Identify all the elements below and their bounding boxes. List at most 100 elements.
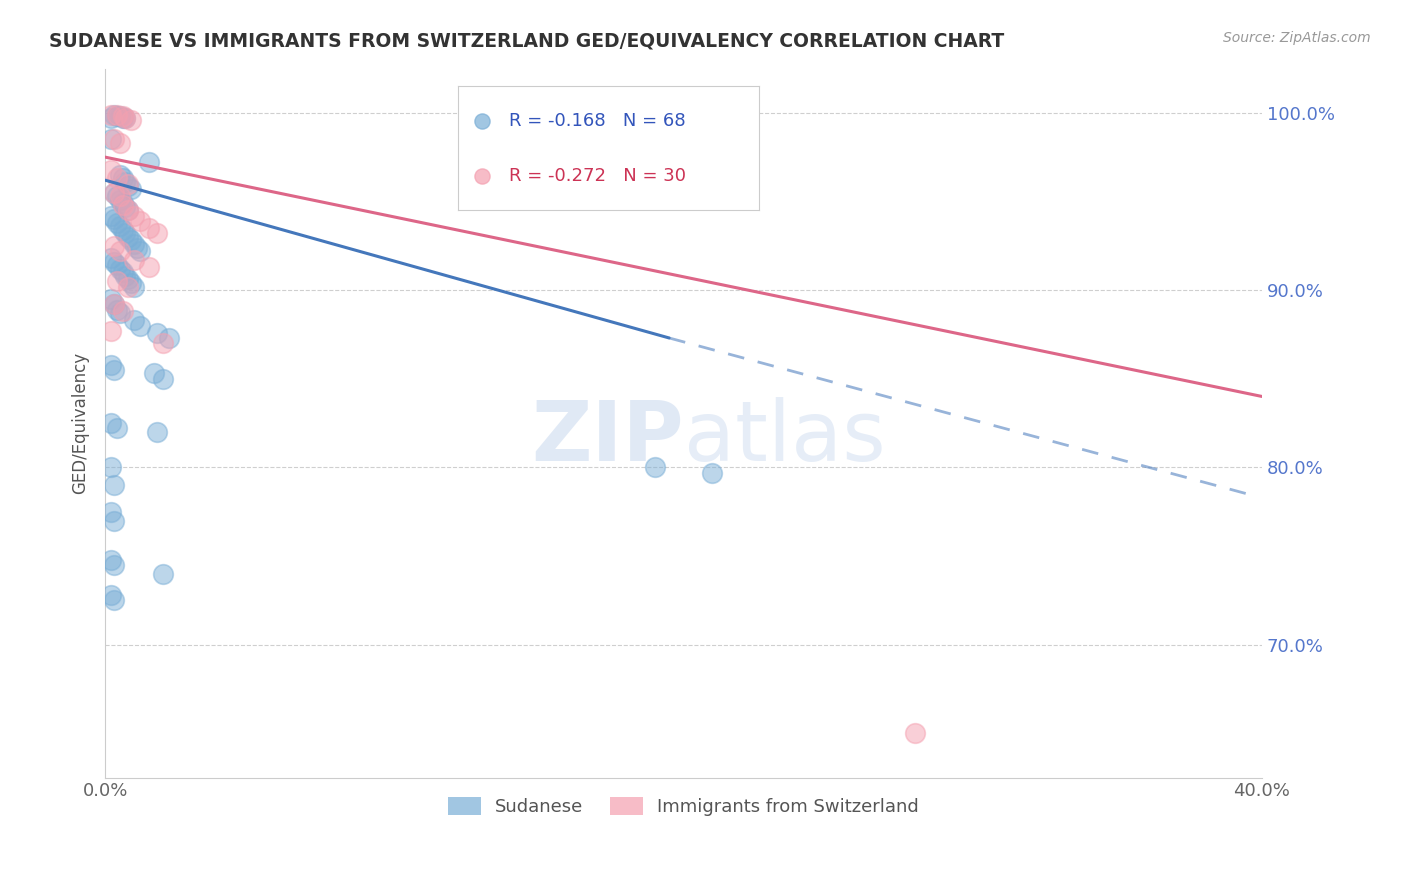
Point (103, 186, 125, 200)
Point (111, 111, 134, 125)
Point (114, 175, 136, 189)
Point (111, 223, 134, 237)
Point (103, 254, 125, 268)
Point (122, 313, 145, 327)
Point (103, 239, 125, 253)
Point (100, 292, 122, 306)
Point (114, 111, 136, 125)
Point (103, 297, 125, 311)
Point (100, 588, 122, 602)
Point (105, 189, 128, 203)
Point (105, 274, 128, 288)
Point (157, 331, 180, 345)
Point (904, 726, 927, 740)
Point (146, 326, 169, 340)
Point (120, 182, 142, 196)
Point (111, 304, 134, 318)
Point (100, 111, 122, 125)
Text: SUDANESE VS IMMIGRANTS FROM SWITZERLAND GED/EQUIVALENCY CORRELATION CHART: SUDANESE VS IMMIGRANTS FROM SWITZERLAND … (49, 31, 1004, 50)
Y-axis label: GED/Equivalency: GED/Equivalency (72, 352, 89, 494)
Text: ZIP: ZIP (531, 397, 683, 478)
Point (117, 279, 139, 293)
Point (103, 212, 125, 227)
Text: Source: ZipAtlas.com: Source: ZipAtlas.com (1223, 31, 1371, 45)
Point (100, 107, 122, 121)
Point (100, 416, 122, 430)
Point (129, 214, 152, 228)
Point (122, 279, 145, 293)
Point (120, 234, 142, 248)
Point (152, 566, 174, 581)
Point (111, 109, 134, 123)
Point (129, 318, 152, 333)
Point (103, 107, 125, 121)
Point (117, 178, 139, 193)
Point (138, 260, 160, 274)
Point (100, 460, 122, 475)
Point (105, 258, 128, 272)
Point (702, 466, 724, 480)
Point (125, 241, 148, 255)
Point (105, 107, 128, 121)
Point (129, 244, 152, 258)
Point (117, 203, 139, 218)
Point (103, 297, 125, 311)
Point (100, 358, 122, 372)
Point (146, 227, 169, 241)
Point (122, 209, 145, 223)
Point (103, 363, 125, 377)
Point (108, 261, 131, 276)
Point (122, 252, 145, 267)
Point (114, 200, 136, 214)
Point (111, 265, 134, 279)
Point (100, 505, 122, 519)
Point (117, 203, 139, 218)
Point (108, 219, 131, 234)
Point (103, 132, 125, 146)
Point (105, 216, 128, 230)
Point (114, 111, 136, 125)
Point (117, 177, 139, 191)
Point (100, 132, 122, 146)
Point (105, 171, 128, 186)
Point (105, 302, 128, 317)
Point (143, 367, 166, 381)
Point (100, 209, 122, 223)
Point (120, 112, 142, 127)
Point (100, 324, 122, 338)
Point (108, 109, 131, 123)
Point (100, 552, 122, 566)
Point (108, 193, 131, 207)
Point (122, 237, 145, 252)
Point (103, 478, 125, 492)
Point (105, 109, 128, 123)
Point (146, 425, 169, 439)
Point (152, 372, 174, 386)
Point (103, 593, 125, 607)
Point (114, 227, 136, 241)
Point (103, 558, 125, 572)
Point (108, 168, 131, 182)
Legend: Sudanese, Immigrants from Switzerland: Sudanese, Immigrants from Switzerland (439, 788, 928, 825)
Point (117, 272, 139, 286)
Point (138, 155, 160, 169)
Point (105, 421, 128, 435)
Point (114, 268, 136, 283)
Point (108, 244, 131, 258)
Point (120, 276, 142, 290)
Point (103, 186, 125, 200)
Point (100, 162, 122, 177)
Point (152, 336, 174, 351)
Point (111, 196, 134, 211)
Point (644, 460, 666, 475)
Point (111, 198, 134, 212)
Text: atlas: atlas (683, 397, 886, 478)
Point (103, 514, 125, 528)
Point (100, 251, 122, 265)
Point (108, 306, 131, 320)
Point (138, 221, 160, 235)
Point (111, 171, 134, 186)
Point (117, 230, 139, 244)
Point (108, 136, 131, 150)
Point (108, 189, 131, 203)
